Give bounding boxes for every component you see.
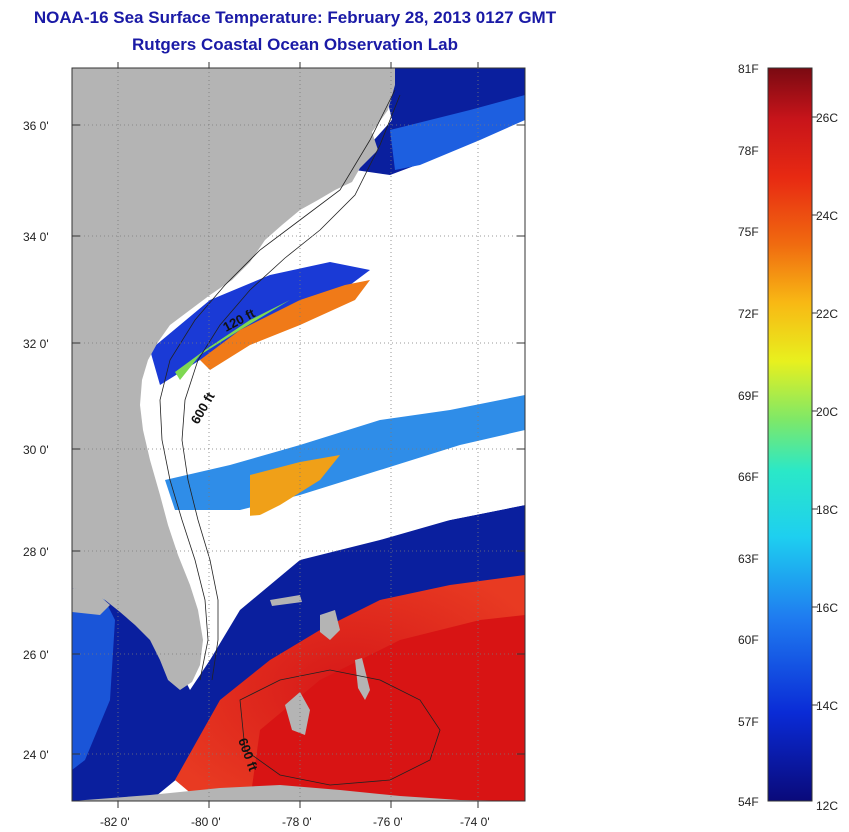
warm-water-gulf-stream-core <box>250 615 525 801</box>
axis-ticks <box>72 62 525 808</box>
colorbar-f-label: 57F <box>738 715 759 729</box>
colorbar-c-label: 24C <box>816 209 838 223</box>
map-border <box>71 67 526 802</box>
lon-tick-label: -74 0' <box>460 815 490 829</box>
map-subtitle: Rutgers Coastal Ocean Observation Lab <box>132 35 458 54</box>
contour-600ft <box>181 94 401 681</box>
colorbar <box>767 67 813 802</box>
colorbar-f-label: 63F <box>738 552 759 566</box>
land-cuba <box>72 785 525 801</box>
warm-water-shelf-mid <box>200 280 370 370</box>
cloud-band-2 <box>150 260 525 475</box>
land-bahamas-eleuthera <box>355 658 370 700</box>
cold-water-northeast <box>390 95 525 170</box>
land-florida-panhandle-west <box>72 588 110 615</box>
warm-water-band <box>250 455 340 520</box>
lat-tick-label: 28 0' <box>23 545 49 559</box>
colorbar-f-label: 60F <box>738 633 759 647</box>
colorbar-f-label: 81F <box>738 62 759 76</box>
colorbar-c-label: 26C <box>816 111 838 125</box>
colorbar-c-label: 14C <box>816 699 838 713</box>
lat-tick-label: 32 0' <box>23 337 49 351</box>
colorbar-f-label: 75F <box>738 225 759 239</box>
colorbar-f-label: 66F <box>738 470 759 484</box>
lat-tick-label: 34 0' <box>23 230 49 244</box>
lat-tick-label: 24 0' <box>23 748 49 762</box>
lat-tick-label: 26 0' <box>23 648 49 662</box>
colorbar-ticks <box>812 116 818 706</box>
colorbar-c-label: 18C <box>816 503 838 517</box>
cloud-band-3 <box>200 455 525 640</box>
lon-tick-label: -80 0' <box>191 815 221 829</box>
lon-tick-label: -82 0' <box>100 815 130 829</box>
contour-bahamas <box>239 669 441 786</box>
colorbar-c-label: 12C <box>816 799 838 813</box>
colorbar-f-label: 69F <box>738 389 759 403</box>
lat-tick-label: 36 0' <box>23 119 49 133</box>
cold-water-west <box>72 580 115 770</box>
lon-tick-label: -78 0' <box>282 815 312 829</box>
contour-120ft <box>159 89 396 681</box>
land-us-coast <box>72 68 395 690</box>
map-title: NOAA-16 Sea Surface Temperature: Februar… <box>33 8 557 27</box>
land-bahamas-andros <box>285 692 310 735</box>
colorbar-c-label: 16C <box>816 601 838 615</box>
colorbar-f-label: 54F <box>738 795 759 809</box>
colorbar-f-label: 78F <box>738 144 759 158</box>
lon-tick-label: -76 0' <box>373 815 403 829</box>
colorbar-c-label: 22C <box>816 307 838 321</box>
land-bahamas-grand <box>270 595 302 606</box>
lat-tick-label: 30 0' <box>23 443 49 457</box>
colorbar-f-label: 72F <box>738 307 759 321</box>
colorbar-c-label: 20C <box>816 405 838 419</box>
land-bahamas-abaco <box>320 610 340 640</box>
